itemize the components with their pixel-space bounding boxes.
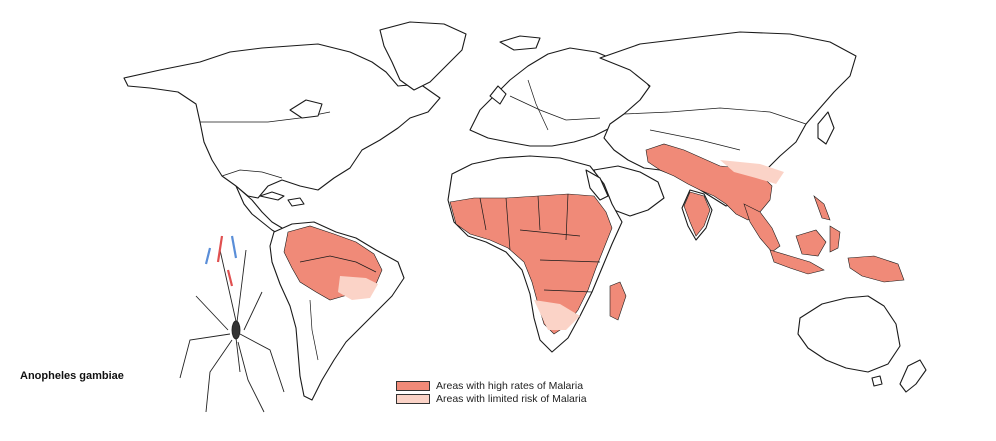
- map-legend: Areas with high rates of Malaria Areas w…: [396, 379, 587, 405]
- indonesia: [769, 195, 905, 283]
- greenland: [379, 21, 467, 91]
- legend-label-high: Areas with high rates of Malaria: [436, 379, 584, 392]
- legend-swatch-limited: [396, 393, 430, 404]
- mosquito-icon: [179, 235, 285, 413]
- legend-swatch-high: [396, 380, 430, 391]
- legend-limited-risk: Areas with limited risk of Malaria: [396, 392, 587, 405]
- japan: [817, 111, 835, 145]
- asia: [599, 31, 857, 253]
- arctic-islands: [499, 35, 541, 51]
- legend-label-limited: Areas with limited risk of Malaria: [436, 392, 587, 405]
- legend-high-risk: Areas with high rates of Malaria: [396, 379, 587, 392]
- north-america: [123, 43, 441, 237]
- south-america: [269, 221, 405, 401]
- australia: [797, 295, 927, 393]
- species-caption: Anopheles gambiae: [20, 370, 124, 382]
- africa: [447, 155, 627, 353]
